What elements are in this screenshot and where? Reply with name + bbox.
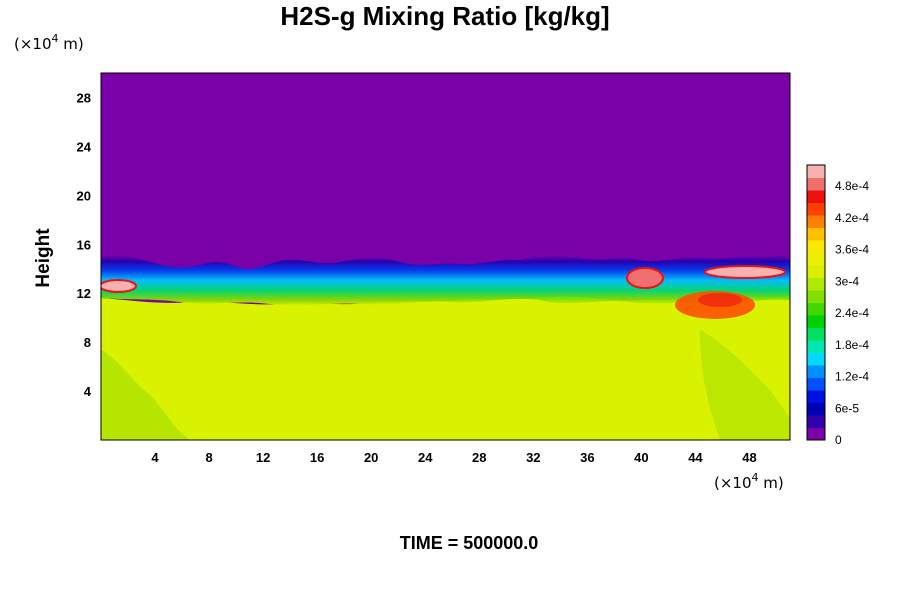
lower-patch <box>101 350 190 440</box>
hot-spot <box>626 267 664 289</box>
x-tick-label: 20 <box>364 450 378 465</box>
x-tick-label: 36 <box>580 450 594 465</box>
x-tick-label: 44 <box>688 450 703 465</box>
colorbar-tick-label: 3.6e-4 <box>835 243 869 257</box>
colorbar-frame <box>806 164 826 441</box>
y-tick-label: 12 <box>77 286 91 301</box>
chart-title: H2S-g Mixing Ratio [kg/kg] <box>280 1 609 31</box>
colorbar-tick-label: 6e-5 <box>835 401 859 415</box>
lower-region <box>101 296 790 440</box>
x-tick-label: 16 <box>310 450 324 465</box>
colorbar-swatch <box>807 202 825 216</box>
y-tick-label: 8 <box>84 335 91 350</box>
y-tick-label: 20 <box>77 188 91 203</box>
y-tick-label: 28 <box>77 90 91 105</box>
colorbar-swatch <box>807 190 825 203</box>
x-tick-label: 40 <box>634 450 648 465</box>
x-tick-label: 4 <box>151 450 159 465</box>
x-tick-label: 8 <box>205 450 212 465</box>
y-tick-label: 16 <box>77 237 91 252</box>
time-label: TIME = 500000.0 <box>400 533 539 553</box>
x-tick-label: 32 <box>526 450 540 465</box>
colorbar-swatch <box>807 315 825 328</box>
colorbar-swatch <box>807 215 825 228</box>
y-tick-label: 4 <box>84 384 92 399</box>
plot-area <box>101 73 790 440</box>
hot-spot <box>704 265 786 279</box>
colorbar-tick-label: 1.2e-4 <box>835 370 869 384</box>
colorbar-swatch <box>807 277 825 291</box>
colorbar <box>806 164 826 441</box>
hot-spot <box>698 293 742 307</box>
x-tick-label: 28 <box>472 450 486 465</box>
y-tick-label: 24 <box>77 139 92 154</box>
colorbar-swatch <box>807 340 825 353</box>
y-axis-label: Height <box>33 228 54 288</box>
colorbar-tick-label: 0 <box>835 433 842 447</box>
colorbar-swatch <box>807 327 825 341</box>
x-tick-label: 24 <box>418 450 433 465</box>
colorbar-swatch <box>807 252 825 266</box>
x-tick-label: 12 <box>256 450 270 465</box>
colorbar-tick-label: 4.2e-4 <box>835 211 869 225</box>
colorbar-swatch <box>807 240 825 253</box>
colorbar-swatch <box>807 290 825 303</box>
colorbar-swatch <box>807 415 825 428</box>
colorbar-swatch <box>807 390 825 403</box>
colorbar-swatch <box>807 352 825 366</box>
colorbar-swatch <box>807 165 825 178</box>
colorbar-swatch <box>807 265 825 278</box>
plot-frame <box>100 72 791 441</box>
y-axis-unit: (×104 m) <box>14 32 84 53</box>
colorbar-swatch <box>807 302 825 316</box>
colorbar-ticks: 0 6e-5 1.2e-4 1.8e-4 2.4e-4 3e-4 3.6e-4 4.2e-4 4… <box>835 179 869 447</box>
x-tick-label: 48 <box>742 450 756 465</box>
colorbar-swatch <box>807 177 825 191</box>
colorbar-tick-label: 3e-4 <box>835 274 859 288</box>
colorbar-swatch <box>807 427 825 441</box>
mixing-band <box>101 255 790 306</box>
hot-spot <box>101 279 137 293</box>
colorbar-swatch <box>807 377 825 391</box>
colorbar-tick-label: 4.8e-4 <box>835 179 869 193</box>
x-axis: 4 8 12 16 20 24 28 32 36 40 44 48 <box>151 450 756 465</box>
y-axis: 4 8 12 16 20 24 28 <box>77 90 92 399</box>
colorbar-tick-label: 1.8e-4 <box>835 338 869 352</box>
colorbar-swatch <box>807 227 825 241</box>
lower-patch <box>700 330 790 440</box>
x-axis-unit: (×104 m) <box>714 471 784 492</box>
colorbar-swatch <box>807 365 825 378</box>
colorbar-swatch <box>807 402 825 416</box>
colorbar-tick-label: 2.4e-4 <box>835 306 869 320</box>
